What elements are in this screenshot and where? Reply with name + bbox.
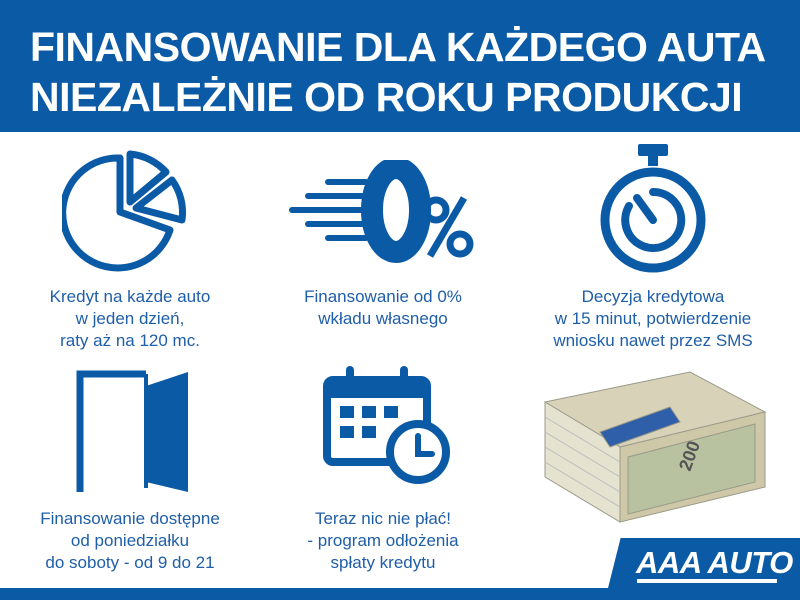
feature-caption-5: Teraz nic nie płać! - program odłożenia … bbox=[253, 508, 513, 574]
aaa-auto-logo: AAA AUTO bbox=[636, 545, 793, 580]
caption-line: w 15 minut, potwierdzenie bbox=[554, 309, 752, 328]
caption-line: Finansowanie dostępne bbox=[40, 509, 220, 528]
caption-line: do soboty - od 9 do 21 bbox=[45, 553, 215, 572]
pie-chart-icon bbox=[62, 150, 187, 272]
feature-caption-4: Finansowanie dostępne od poniedziałku do… bbox=[0, 508, 260, 574]
headline-line-2: NIEZALEŻNIE OD ROKU PRODUKCJI bbox=[30, 74, 743, 120]
headline-line-1: FINANSOWANIE DLA KAŻDEGO AUTA bbox=[30, 24, 766, 70]
stopwatch-icon bbox=[600, 144, 706, 273]
feature-caption-1: Kredyt na każde auto w jeden dzień, raty… bbox=[0, 286, 260, 352]
caption-line: Teraz nic nie płać! bbox=[314, 509, 452, 528]
zero-percent-icon bbox=[289, 160, 474, 263]
feature-caption-2: Finansowanie od 0% wkładu własnego bbox=[253, 286, 513, 330]
caption-line: Decyzja kredytowa bbox=[581, 287, 725, 306]
caption-line: Finansowanie od 0% bbox=[304, 287, 462, 306]
caption-line: w jeden dzień, bbox=[75, 309, 185, 328]
money-stack-icon: 200 bbox=[543, 371, 767, 523]
caption-line: od poniedziałku bbox=[70, 531, 190, 550]
feature-caption-3: Decyzja kredytowa w 15 minut, potwierdze… bbox=[523, 286, 783, 352]
caption-line: raty aż na 120 mc. bbox=[60, 331, 200, 350]
door-icon bbox=[76, 370, 188, 492]
logo-background bbox=[605, 538, 800, 600]
caption-line: - program odłożenia bbox=[307, 531, 459, 550]
caption-line: wkładu własnego bbox=[318, 309, 448, 328]
calendar-clock-icon bbox=[323, 366, 450, 484]
header-banner: FINANSOWANIE DLA KAŻDEGO AUTA NIEZALEŻNI… bbox=[0, 0, 800, 132]
caption-line: wniosku nawet przez SMS bbox=[553, 331, 753, 350]
caption-line: Kredyt na każde auto bbox=[49, 287, 211, 306]
footer-strip bbox=[0, 588, 800, 600]
caption-line: spłaty kredytu bbox=[330, 553, 436, 572]
logo-underline bbox=[637, 579, 777, 583]
